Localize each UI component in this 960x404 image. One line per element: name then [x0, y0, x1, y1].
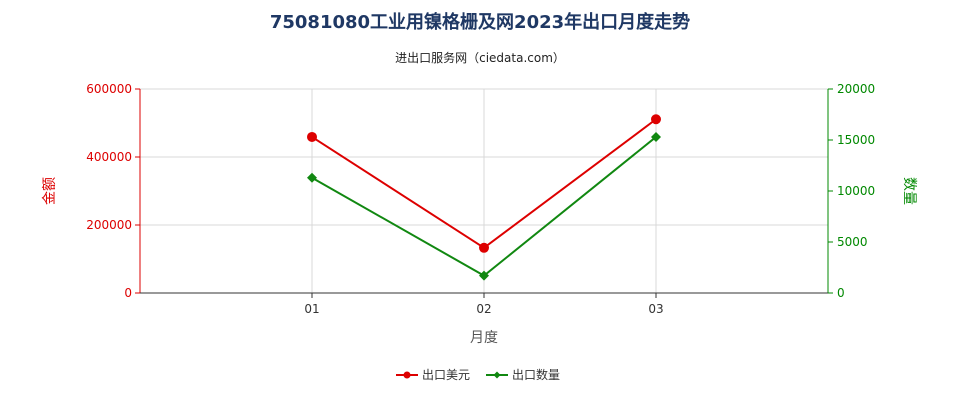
y-axis-right-tick-label: 0: [837, 286, 845, 300]
x-axis-tick-label: 01: [304, 302, 319, 316]
series-2-point: [651, 131, 661, 142]
y-axis-left-label: 金额: [42, 177, 58, 205]
y-axis-right-tick-label: 10000: [837, 184, 875, 198]
y-axis-left-tick-label: 600000: [86, 82, 132, 96]
axes-layer: 0 200000 400000 600000 0 5000 10000 15000 20000 0…: [86, 82, 875, 316]
series-1-point: [651, 114, 661, 125]
series-1-point: [307, 131, 317, 142]
y-axis-right-tick-label: 5000: [837, 235, 868, 249]
series-2-point: [307, 172, 317, 183]
series-2-point: [479, 270, 489, 281]
y-axis-left-tick-label: 200000: [86, 218, 132, 232]
y-axis-right-label: 数量: [901, 177, 917, 205]
y-axis-right-tick-label: 15000: [837, 133, 875, 147]
chart-title: 75081080工业用镍格栅及网2023年出口月度走势: [270, 11, 690, 33]
chart-subtitle: 进出口服务网（ciedata.com）: [395, 50, 565, 65]
legend-label-1: 出口美元: [422, 368, 470, 382]
series-1-point: [479, 242, 489, 253]
y-axis-left-tick-label: 0: [124, 286, 132, 300]
y-axis-left-tick-label: 400000: [86, 150, 132, 164]
y-axis-right-tick-label: 20000: [837, 82, 875, 96]
x-axis-tick-label: 02: [476, 302, 491, 316]
legend-label-2: 出口数量: [512, 367, 560, 382]
legend-marker-1: [403, 371, 411, 379]
x-axis-label: 月度: [470, 330, 498, 346]
grid-layer: [140, 88, 829, 293]
series-layer: [307, 114, 661, 281]
x-axis-tick-label: 03: [648, 302, 663, 316]
legend-marker-2: [493, 371, 501, 379]
legend: 出口美元 出口数量: [396, 367, 560, 382]
